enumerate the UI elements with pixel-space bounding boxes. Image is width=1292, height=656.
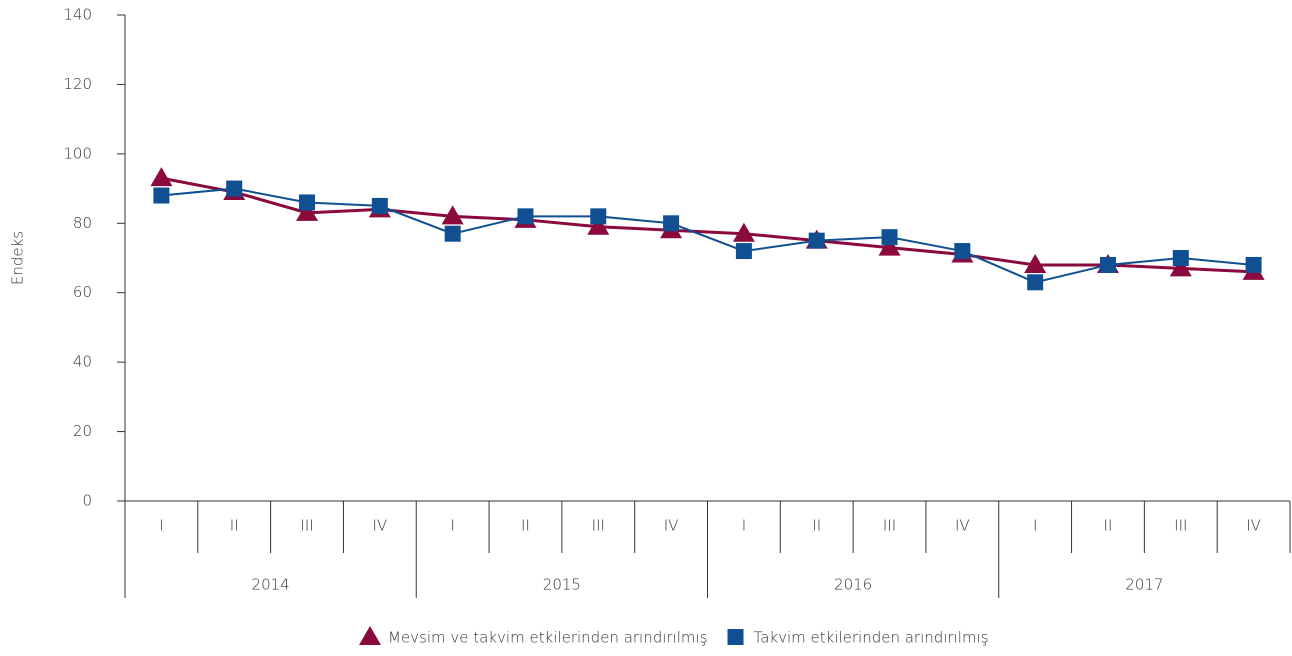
x-tick-label: II [812, 517, 821, 535]
data-point [1173, 250, 1189, 266]
data-point [882, 229, 898, 245]
chart: Endeks 020406080100120140IIIIIIIVIIIIIII… [0, 0, 1292, 656]
group-label: 2014 [252, 576, 290, 594]
y-tick-label: 80 [73, 214, 92, 232]
x-tick-label: I [450, 517, 454, 535]
legend-label: Mevsim ve takvim etkilerinden arındırılm… [388, 629, 708, 647]
group-label: 2017 [1125, 576, 1163, 594]
data-point [1100, 257, 1116, 273]
x-tick-label: I [159, 517, 163, 535]
data-point [153, 188, 169, 204]
y-tick-label: 100 [63, 144, 92, 162]
y-tick-label: 0 [82, 492, 92, 510]
x-tick-label: IV [373, 517, 388, 535]
group-label: 2016 [834, 576, 872, 594]
data-point [372, 198, 388, 214]
y-tick-label: 40 [73, 353, 92, 371]
x-tick-label: I [1033, 517, 1037, 535]
y-tick-label: 120 [63, 75, 92, 93]
data-point [663, 215, 679, 231]
x-tick-label: II [230, 517, 239, 535]
x-tick-label: IV [955, 517, 970, 535]
y-tick-label: 60 [73, 283, 92, 301]
legend-label: Takvim etkilerinden arındırılmış [754, 629, 989, 647]
data-point [226, 181, 242, 197]
data-point [736, 243, 752, 259]
x-tick-label: IV [664, 517, 679, 535]
x-tick-label: III [592, 517, 605, 535]
series-line [161, 178, 1253, 272]
data-point [1027, 274, 1043, 290]
data-point [954, 243, 970, 259]
data-point [517, 208, 533, 224]
data-point [590, 208, 606, 224]
x-tick-label: II [521, 517, 530, 535]
y-tick-label: 20 [73, 422, 92, 440]
legend-marker [728, 629, 744, 645]
legend-marker [359, 626, 381, 645]
x-tick-label: III [1174, 517, 1187, 535]
data-point [299, 194, 315, 210]
x-tick-label: II [1104, 517, 1113, 535]
data-point [809, 233, 825, 249]
y-tick-label: 140 [63, 6, 92, 24]
data-point [445, 226, 461, 242]
x-tick-label: III [883, 517, 896, 535]
x-tick-label: III [300, 517, 313, 535]
y-axis-label: Endeks [9, 231, 27, 285]
x-tick-label: I [742, 517, 746, 535]
data-point [1246, 257, 1262, 273]
data-point [150, 167, 172, 186]
group-label: 2015 [543, 576, 581, 594]
series-line [161, 189, 1253, 283]
x-tick-label: IV [1246, 517, 1261, 535]
